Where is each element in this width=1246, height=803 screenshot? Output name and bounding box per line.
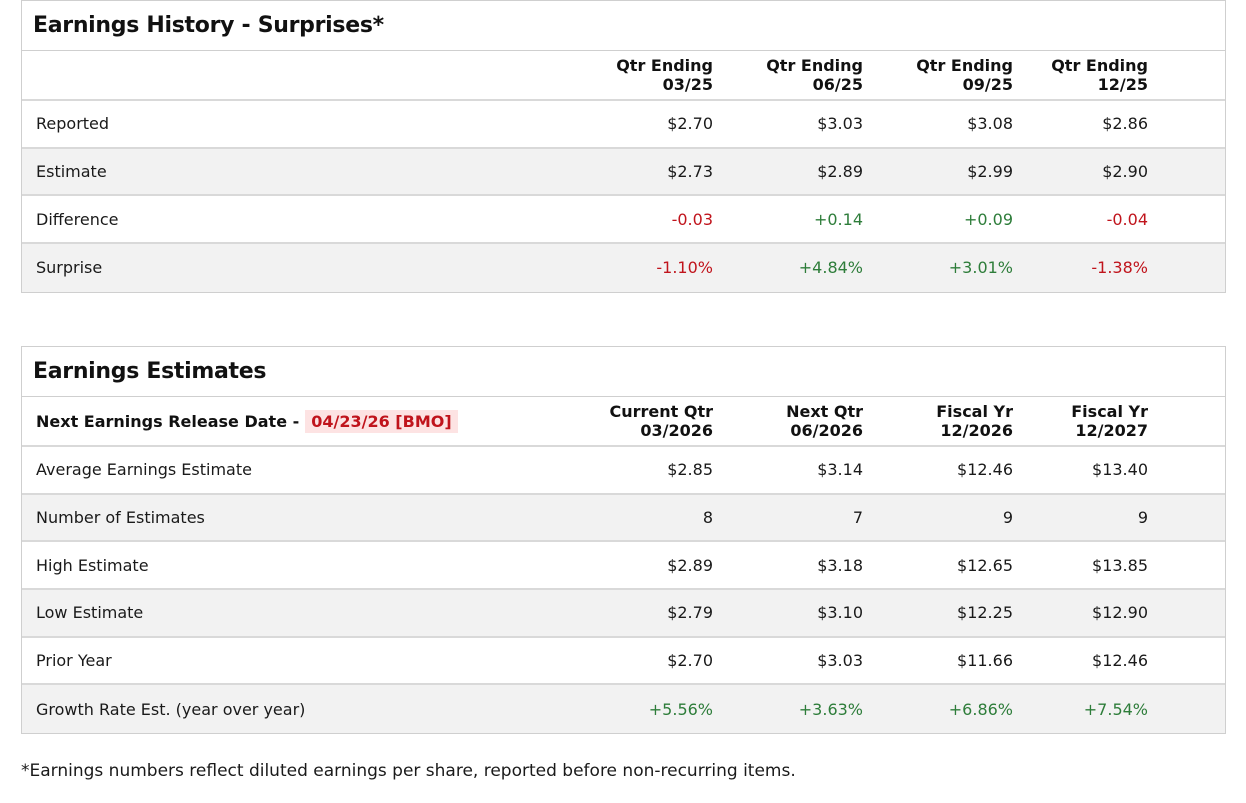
row-label: High Estimate [36,555,149,575]
table-row: Surprise -1.10% +4.84% +3.01% -1.38% [22,244,1225,292]
table-row: Estimate $2.73 $2.89 $2.99 $2.90 [22,148,1225,197]
cell-value: +0.14 [813,209,863,229]
cell-value: +4.84% [798,258,863,278]
row-label: Average Earnings Estimate [36,460,252,480]
cell-value: -0.04 [1106,209,1148,229]
cell-value: $3.14 [817,460,863,480]
cell-value: 9 [1137,508,1148,528]
cell-value: $13.85 [1092,555,1148,575]
cell-value: 9 [1002,508,1013,528]
cell-value: 7 [852,508,863,528]
table-row: Reported $2.70 $3.03 $3.08 $2.86 [22,101,1225,149]
cell-value: $12.25 [957,603,1013,623]
cell-value: 8 [702,508,713,528]
column-header: Qtr Ending 03/25 [616,56,713,94]
column-header: Qtr Ending 12/25 [1051,56,1148,94]
cell-value: $11.66 [957,651,1013,671]
cell-value: $12.46 [1092,651,1148,671]
column-header: Current Qtr 03/2026 [609,402,713,440]
cell-value: -0.03 [671,209,713,229]
cell-value: +7.54% [1083,699,1148,719]
row-label: Number of Estimates [36,508,205,528]
row-label: Low Estimate [36,603,144,623]
cell-value: $2.79 [667,603,713,623]
table-row: Prior Year $2.70 $3.03 $11.66 $12.46 [22,638,1225,686]
table-row: Low Estimate $2.79 $3.10 $12.25 $12.90 [22,590,1225,638]
cell-value: $2.86 [1102,114,1148,134]
release-date-badge: 04/23/26 [BMO] [305,409,458,433]
earnings-history-header-row: Qtr Ending 03/25 Qtr Ending 06/25 Qtr Endi… [22,51,1225,101]
cell-value: +0.09 [963,209,1013,229]
column-header: Fiscal Yr 12/2027 [1071,402,1148,440]
cell-value: $2.90 [1102,162,1148,182]
row-label: Estimate [36,162,107,182]
column-header: Qtr Ending 06/25 [766,56,863,94]
row-label: Surprise [36,258,103,278]
cell-value: $13.40 [1092,460,1148,480]
cell-value: $3.03 [817,114,863,134]
cell-value: $3.03 [817,651,863,671]
row-label: Reported [36,114,110,134]
earnings-history-title: Earnings History - Surprises* [22,1,1225,51]
cell-value: $2.89 [667,555,713,575]
column-header: Next Qtr 06/2026 [786,402,863,440]
cell-value: $2.70 [667,114,713,134]
row-label: Growth Rate Est. (year over year) [36,699,306,719]
cell-value: $2.85 [667,460,713,480]
row-label: Difference [36,209,119,229]
cell-value: $12.65 [957,555,1013,575]
release-date-label: Next Earnings Release Date - [36,411,300,431]
table-row: Number of Estimates 8 7 9 9 [22,494,1225,543]
earnings-estimates-panel: Earnings Estimates Next Earnings Release… [21,346,1226,735]
column-header: Qtr Ending 09/25 [916,56,1013,94]
earnings-history-panel: Earnings History - Surprises* Qtr Ending… [21,0,1226,293]
earnings-estimates-header-row: Next Earnings Release Date -04/23/26 [BM… [22,397,1225,447]
column-header: Fiscal Yr 12/2026 [936,402,1013,440]
cell-value: $2.70 [667,651,713,671]
footnote: *Earnings numbers reflect diluted earnin… [21,761,796,781]
table-row: Growth Rate Est. (year over year) +5.56%… [22,685,1225,734]
cell-value: $2.99 [967,162,1013,182]
cell-value: $12.90 [1092,603,1148,623]
cell-value: $3.08 [967,114,1013,134]
cell-value: $2.89 [817,162,863,182]
cell-value: $12.46 [957,460,1013,480]
cell-value: $3.18 [817,555,863,575]
earnings-estimates-title: Earnings Estimates [22,347,1225,397]
table-row: Difference -0.03 +0.14 +0.09 -0.04 [22,196,1225,245]
cell-value: +6.86% [948,699,1013,719]
row-label: Prior Year [36,651,112,671]
cell-value: $2.73 [667,162,713,182]
cell-value: +5.56% [648,699,713,719]
cell-value: -1.10% [656,258,713,278]
release-date-cell: Next Earnings Release Date -04/23/26 [BM… [22,409,563,433]
cell-value: +3.01% [948,258,1013,278]
cell-value: -1.38% [1091,258,1148,278]
table-row: High Estimate $2.89 $3.18 $12.65 $13.85 [22,542,1225,591]
cell-value: $3.10 [817,603,863,623]
table-row: Average Earnings Estimate $2.85 $3.14 $1… [22,447,1225,495]
cell-value: +3.63% [798,699,863,719]
